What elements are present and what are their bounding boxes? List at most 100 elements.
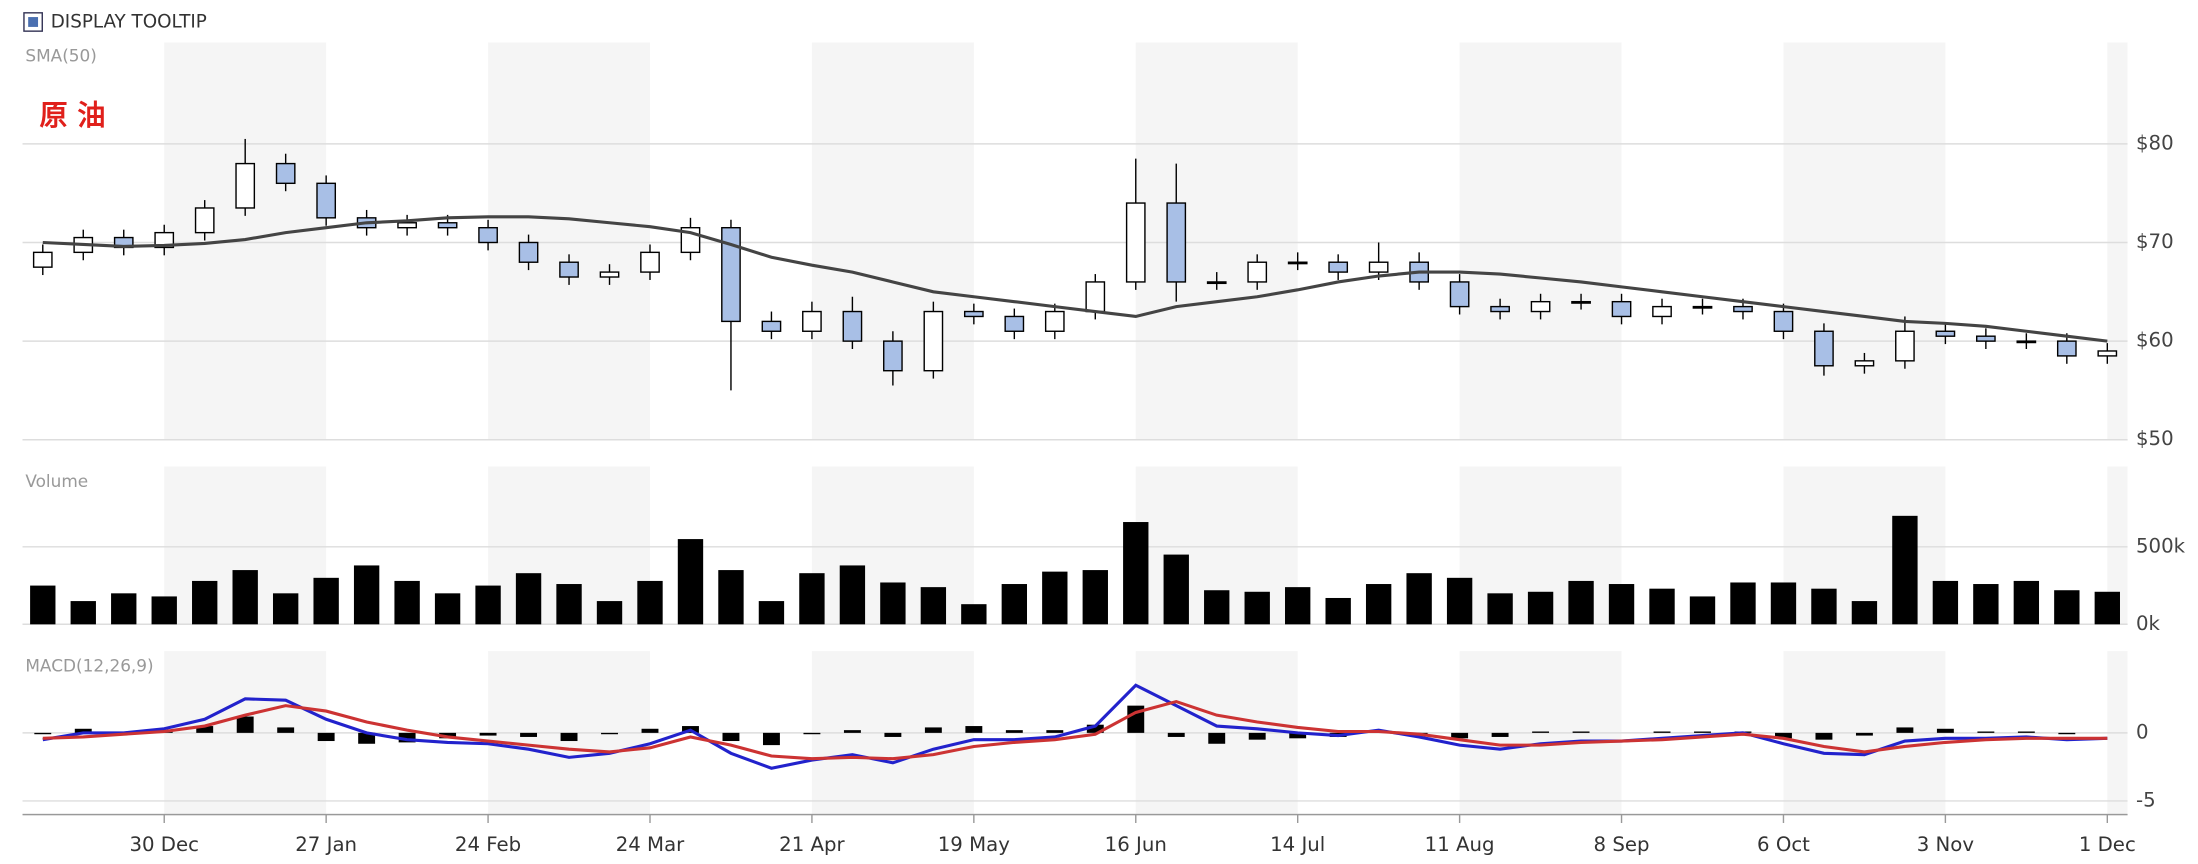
stripe [488,42,650,440]
tooltip-checkbox-mark [28,17,39,27]
volume-bar [1325,597,1351,625]
volume-bar [1892,515,1918,625]
histogram-bar [1977,731,1995,733]
candle-body [721,226,741,323]
histogram-bar [34,732,52,735]
histogram-bar [277,727,295,733]
histogram-bar [1896,727,1914,733]
y-tick-label: 0 [2136,720,2149,743]
sma-label: SMA(50) [25,46,97,66]
candle-body [1571,300,1591,304]
candle-body [1814,330,1834,367]
volume-bar [677,539,704,625]
y-tick-label: -5 [2136,788,2156,811]
histogram-bar [2058,732,2076,735]
histogram-bar [1491,732,1509,737]
volume-bar [1163,554,1189,625]
candle-body [397,222,417,229]
histogram-bar [803,732,821,735]
histogram-bar [1167,732,1185,737]
candle-body [194,207,215,234]
volume-bar [1204,590,1230,625]
x-tick-label: 24 Feb [455,833,521,856]
histogram-bar [843,730,861,733]
histogram-bar [196,726,214,733]
stripe [1783,466,1946,625]
volume-bar [434,593,461,625]
x-tick-label: 14 Jul [1270,833,1325,856]
stripe [1135,42,1298,440]
volume-bar [232,570,258,625]
histogram-bar [1248,732,1266,740]
volume-bar [1082,570,1108,625]
volume-bar [1568,580,1594,625]
histogram-bar [317,732,335,742]
x-tick-label: 30 Dec [129,833,199,856]
x-tick-label: 27 Jan [295,833,357,856]
candle-body [1449,281,1470,308]
x-tick-label: 8 Sep [1594,833,1650,856]
candle-body [1287,261,1308,265]
volume-bar [1285,587,1311,625]
histogram-bar [1208,732,1226,744]
histogram-bar [398,732,416,743]
candle-body [2097,350,2118,357]
candle-body [1530,300,1551,313]
histogram-bar [1694,731,1711,733]
candle-body [1976,335,1996,342]
candle-body [1247,261,1268,283]
candle-body [1044,310,1065,332]
stripe [2107,42,2128,440]
stripe [2107,466,2128,625]
histogram-bar [762,732,780,746]
volume-bar [1730,582,1756,625]
volume-bar [30,585,56,625]
candle-body [2016,340,2037,344]
volume-bar [1123,522,1149,625]
volume-bar [192,580,218,625]
signal-line [42,699,2108,761]
candle-body [1773,310,1794,332]
candle-body [518,241,539,263]
histogram-bar [641,728,659,733]
volume-bar [2094,591,2120,625]
candle-body [1206,281,1227,285]
volume-bar [839,565,866,625]
volume-bar [70,601,96,625]
macd-line [42,683,2108,770]
volume-bar [1932,580,1959,625]
candle-body [842,310,863,342]
histogram-bar [1653,731,1671,733]
volume-bar [475,585,501,625]
candle-body [1935,330,1956,337]
histogram-bar [2017,731,2035,733]
x-tick-label: 16 Jun [1105,833,1167,856]
candle-body [1854,360,1875,367]
candle-body [559,261,579,278]
macd-label: MACD(12,26,9) [25,656,153,676]
volume-bar [799,573,825,625]
histogram-bar [1289,732,1307,739]
y-tick-label: $70 [2136,230,2174,253]
candle-body [1490,305,1510,313]
chart-title: 原 油 [39,99,105,132]
tooltip-toggle-label[interactable]: DISPLAY TOOLTIP [51,12,207,33]
candle-body [316,182,337,219]
candle-body [599,271,620,278]
volume-bar [1851,601,1878,625]
histogram-bar [601,732,618,735]
x-tick-label: 3 Nov [1917,833,1975,856]
candle-body [1085,281,1106,313]
y-tick-label: $60 [2136,329,2174,352]
histogram-bar [884,732,902,737]
candle-body [761,320,782,332]
histogram-bar [1451,732,1469,739]
volume-bar [1244,591,1270,625]
candle-body [1611,300,1632,318]
candle-body [1652,305,1672,318]
candle-body [32,251,53,268]
volume-bar [920,587,947,625]
histogram-bar [1572,731,1590,733]
histogram-bar [965,726,983,733]
